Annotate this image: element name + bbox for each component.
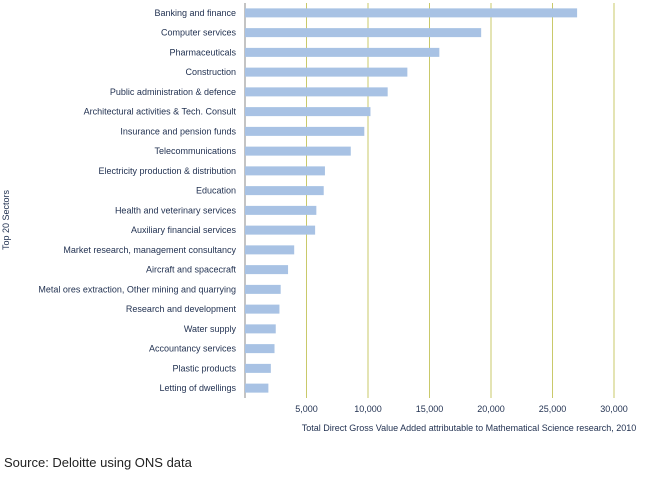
category-label: Market research, management consultancy xyxy=(63,245,236,255)
category-label: Metal ores extraction, Other mining and … xyxy=(38,284,236,294)
x-tick-label: 25,000 xyxy=(539,404,567,414)
category-label: Pharmaceuticals xyxy=(169,47,236,57)
bar xyxy=(245,363,271,373)
x-tick-label: 5,000 xyxy=(295,404,318,414)
bars xyxy=(245,8,578,393)
bar xyxy=(245,225,316,235)
bar xyxy=(245,344,275,354)
x-tick-label: 10,000 xyxy=(354,404,382,414)
category-label: Health and veterinary services xyxy=(115,205,237,215)
bar xyxy=(245,146,351,156)
category-label: Construction xyxy=(185,67,236,77)
category-label: Letting of dwellings xyxy=(159,383,236,393)
category-label: Water supply xyxy=(184,324,237,334)
category-labels: Banking and finance Computer services Phar… xyxy=(38,8,236,393)
bar xyxy=(245,284,281,294)
category-label: Electricity production & distribution xyxy=(98,166,236,176)
x-tick-label: 15,000 xyxy=(416,404,444,414)
x-tick-label: 20,000 xyxy=(477,404,505,414)
x-axis-title: Total Direct Gross Value Added attributa… xyxy=(302,423,637,433)
category-label: Education xyxy=(196,186,236,196)
bar xyxy=(245,107,371,117)
bar xyxy=(245,67,408,77)
gridlines xyxy=(306,3,615,398)
bar xyxy=(245,8,578,18)
category-label: Aircraft and spacecraft xyxy=(146,265,237,275)
bar xyxy=(245,245,295,255)
category-label: Computer services xyxy=(161,28,237,38)
bar xyxy=(245,205,317,215)
x-tick-label: 30,000 xyxy=(600,404,628,414)
category-label: Telecommunications xyxy=(154,146,236,156)
bar xyxy=(245,324,276,334)
category-label: Insurance and pension funds xyxy=(120,126,236,136)
category-label: Auxiliary financial services xyxy=(131,225,237,235)
bar xyxy=(245,186,324,196)
y-axis-title: Top 20 Sectors xyxy=(1,189,11,250)
bar xyxy=(245,28,482,38)
bar xyxy=(245,304,280,314)
bar-chart: Banking and finance Computer services Phar… xyxy=(1,3,637,433)
category-label: Public administration & defence xyxy=(110,87,236,97)
category-label: Accountancy services xyxy=(149,344,237,354)
bar xyxy=(245,126,365,136)
category-label: Plastic products xyxy=(172,363,236,373)
bar xyxy=(245,47,440,57)
bar xyxy=(245,166,325,176)
category-label: Banking and finance xyxy=(154,8,236,18)
bar xyxy=(245,383,269,393)
category-label: Research and development xyxy=(126,304,237,314)
source-note: Source: Deloitte using ONS data xyxy=(4,455,192,470)
bar xyxy=(245,265,289,275)
category-label: Architectural activities & Tech. Consult xyxy=(84,107,237,117)
bar xyxy=(245,87,388,97)
x-tick-labels: 5,000 10,000 15,000 20,000 25,000 30,000 xyxy=(295,404,628,414)
